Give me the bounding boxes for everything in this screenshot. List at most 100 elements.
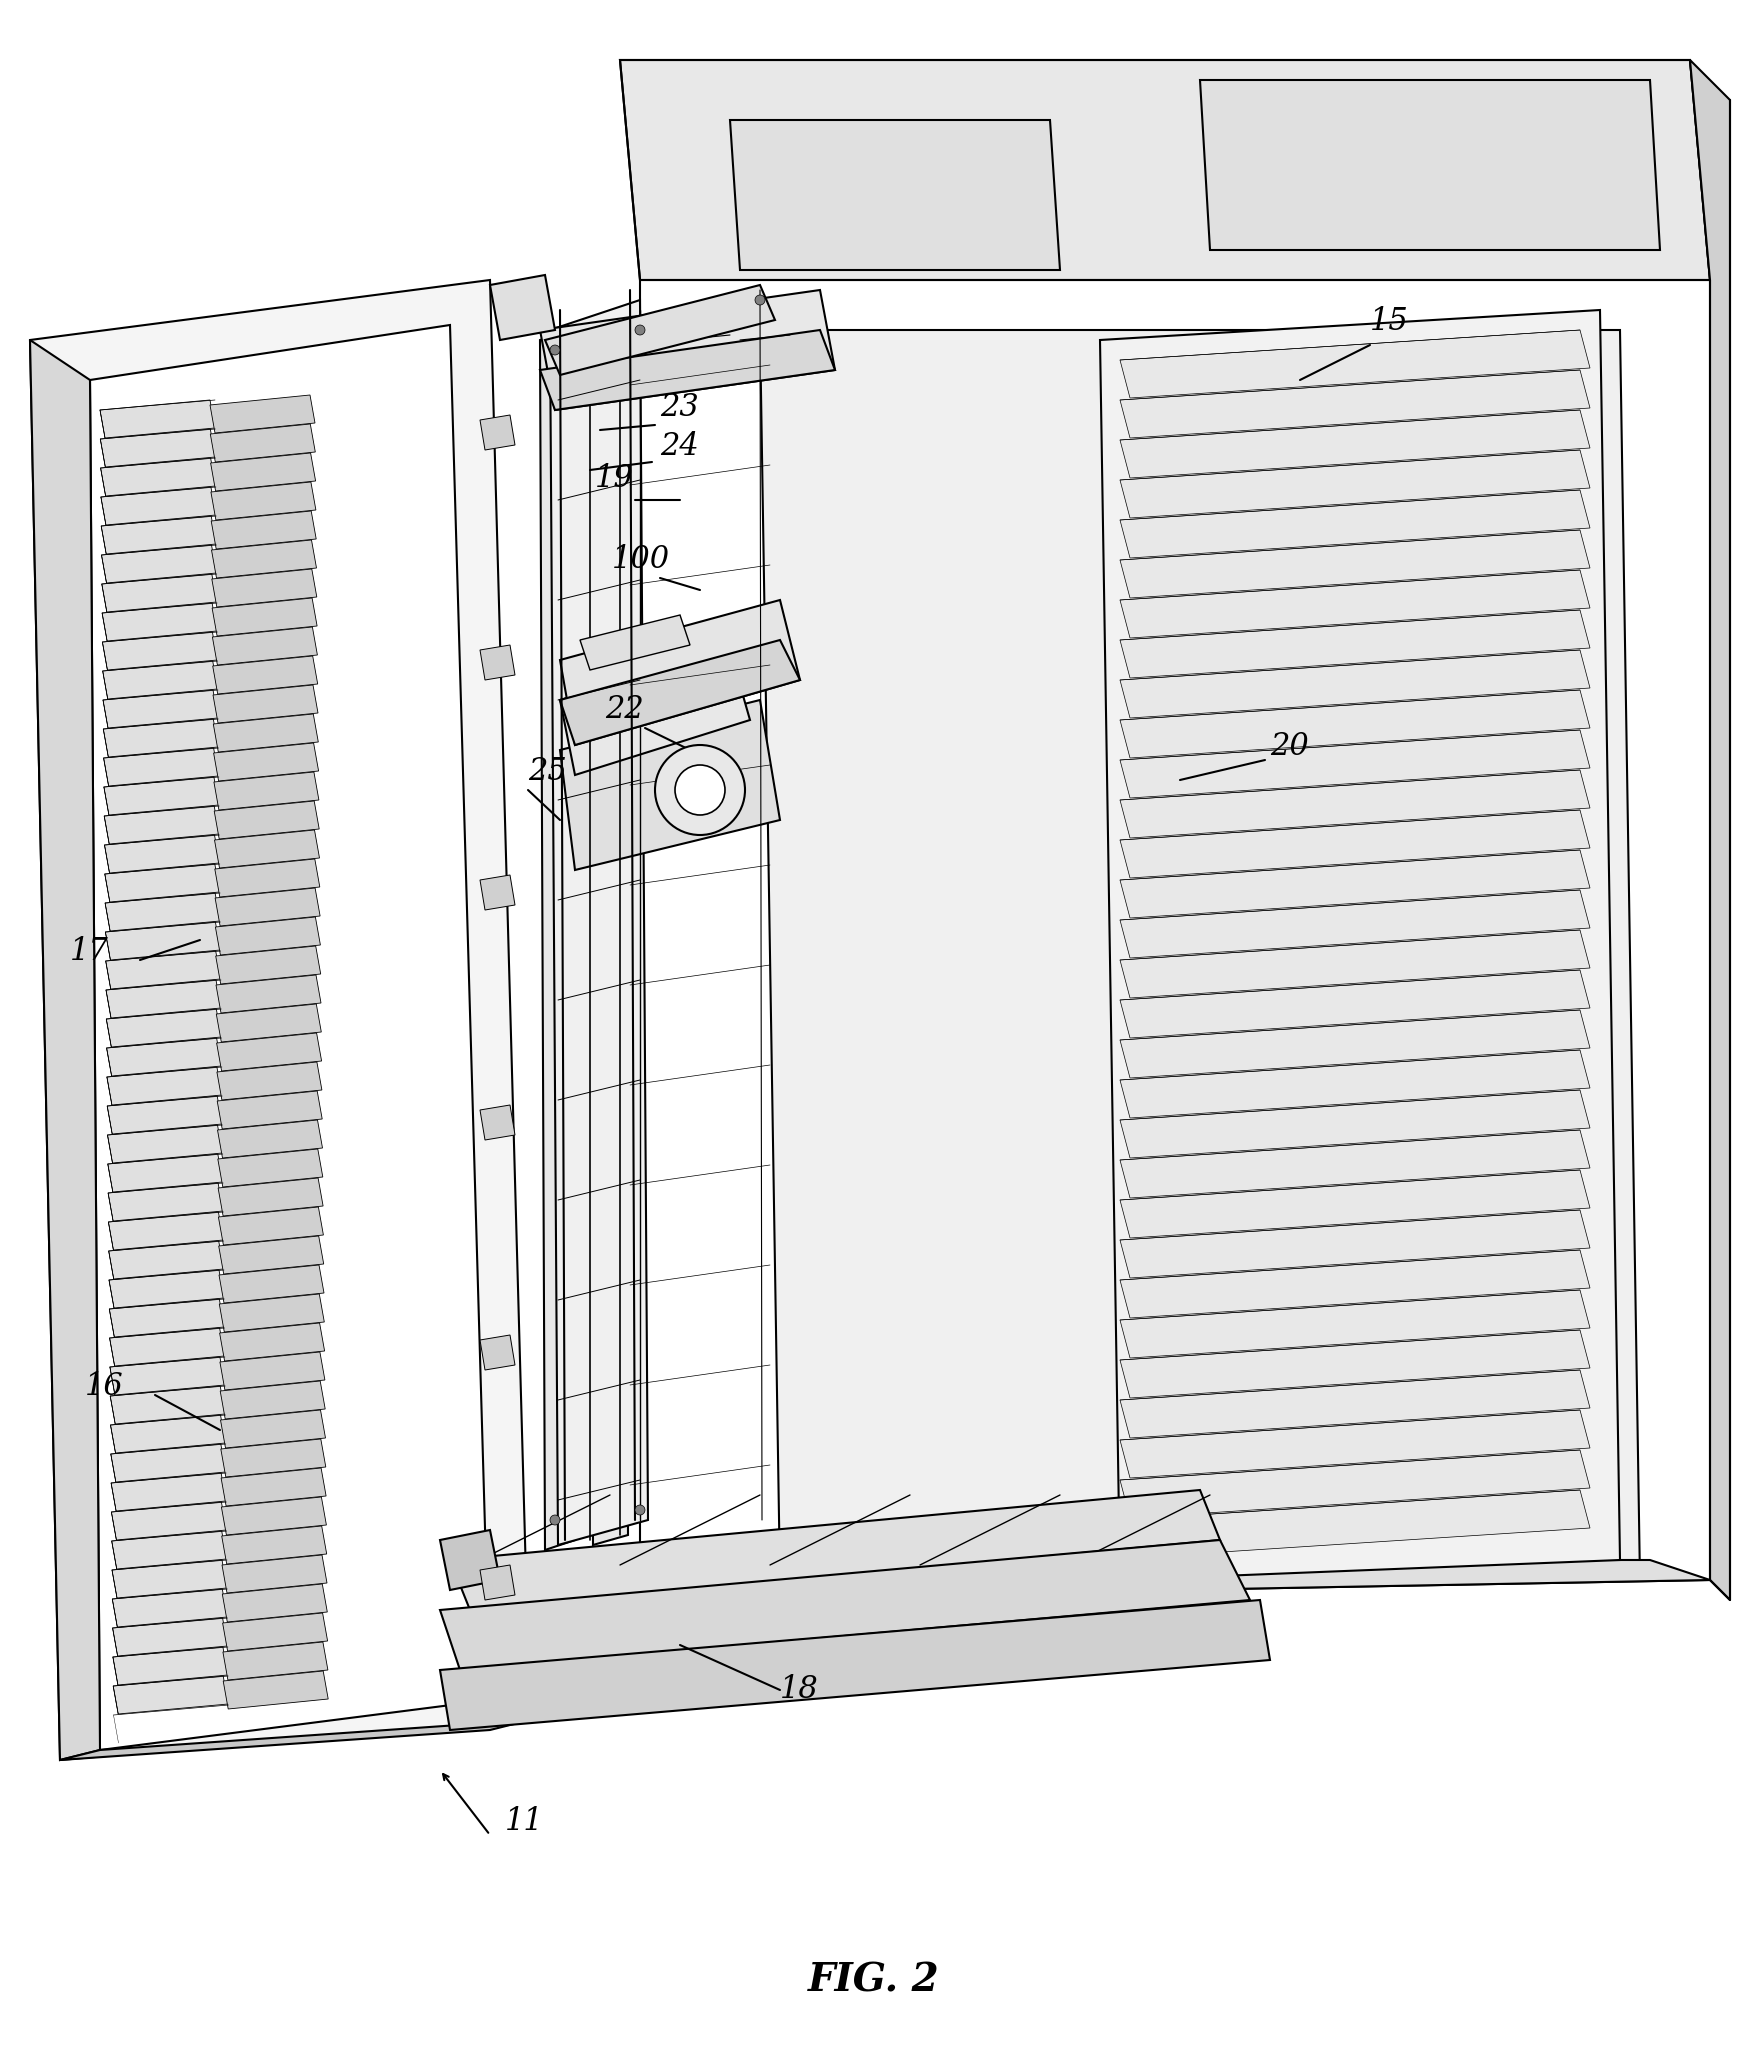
Polygon shape [760, 331, 1640, 1579]
Polygon shape [112, 1589, 227, 1626]
Polygon shape [213, 742, 318, 781]
Polygon shape [215, 888, 320, 925]
Circle shape [654, 744, 745, 835]
Polygon shape [1119, 1051, 1589, 1118]
Polygon shape [101, 545, 217, 584]
Polygon shape [449, 1491, 1220, 1610]
Polygon shape [1119, 1369, 1589, 1437]
Polygon shape [1119, 530, 1589, 598]
Text: 18: 18 [780, 1674, 818, 1704]
Polygon shape [110, 1386, 225, 1425]
Polygon shape [540, 290, 834, 409]
Polygon shape [440, 1540, 1250, 1669]
Polygon shape [89, 325, 489, 1750]
Polygon shape [222, 1554, 327, 1593]
Polygon shape [559, 650, 750, 775]
Polygon shape [222, 1614, 327, 1651]
Polygon shape [210, 424, 315, 463]
Polygon shape [540, 331, 834, 409]
Polygon shape [559, 639, 799, 744]
Polygon shape [1119, 1090, 1589, 1158]
Polygon shape [112, 1532, 227, 1569]
Polygon shape [215, 975, 322, 1014]
Polygon shape [213, 656, 318, 695]
Polygon shape [1119, 611, 1589, 678]
Text: 11: 11 [505, 1805, 544, 1836]
Polygon shape [479, 1104, 514, 1139]
Polygon shape [1119, 1211, 1589, 1279]
Polygon shape [101, 602, 217, 641]
Polygon shape [1199, 80, 1659, 251]
Polygon shape [559, 600, 799, 744]
Polygon shape [1689, 60, 1729, 1600]
Polygon shape [103, 631, 217, 670]
Polygon shape [1119, 1410, 1589, 1478]
Polygon shape [108, 1153, 222, 1192]
Polygon shape [1119, 730, 1589, 798]
Polygon shape [212, 541, 316, 578]
Polygon shape [212, 570, 316, 607]
Polygon shape [212, 481, 316, 520]
Polygon shape [101, 574, 217, 613]
Polygon shape [479, 646, 514, 681]
Polygon shape [217, 1092, 322, 1129]
Polygon shape [218, 1264, 323, 1304]
Circle shape [635, 325, 645, 335]
Polygon shape [110, 1415, 225, 1454]
Text: 19: 19 [594, 463, 633, 493]
Polygon shape [619, 60, 1710, 280]
Polygon shape [1119, 970, 1589, 1038]
Polygon shape [549, 300, 647, 1544]
Polygon shape [1119, 1289, 1589, 1359]
Polygon shape [100, 401, 215, 438]
Polygon shape [479, 415, 514, 450]
Polygon shape [59, 1721, 530, 1760]
Text: 17: 17 [70, 935, 108, 966]
Polygon shape [112, 1472, 225, 1511]
Polygon shape [222, 1643, 327, 1680]
Polygon shape [114, 1647, 227, 1686]
Polygon shape [108, 1271, 224, 1308]
Polygon shape [1119, 570, 1589, 637]
Polygon shape [108, 1242, 224, 1279]
Polygon shape [218, 1178, 323, 1215]
Polygon shape [1119, 929, 1589, 997]
Polygon shape [580, 615, 690, 670]
Polygon shape [222, 1497, 327, 1536]
Polygon shape [545, 286, 774, 374]
Polygon shape [1119, 890, 1589, 958]
Polygon shape [1119, 409, 1589, 477]
Polygon shape [108, 1211, 224, 1250]
Polygon shape [107, 1009, 222, 1047]
Polygon shape [1119, 810, 1589, 878]
Polygon shape [440, 1530, 500, 1589]
Polygon shape [217, 1032, 322, 1071]
Polygon shape [218, 1149, 323, 1186]
Polygon shape [220, 1410, 325, 1447]
Polygon shape [105, 952, 220, 989]
Polygon shape [224, 1672, 329, 1709]
Polygon shape [1119, 1250, 1589, 1318]
Polygon shape [112, 1503, 225, 1540]
Polygon shape [215, 859, 320, 896]
Text: 15: 15 [1369, 306, 1407, 337]
Polygon shape [30, 280, 530, 1760]
Circle shape [635, 1505, 645, 1515]
Text: 23: 23 [659, 393, 699, 424]
Polygon shape [220, 1468, 325, 1505]
Polygon shape [215, 917, 320, 954]
Polygon shape [540, 331, 575, 1550]
Polygon shape [105, 921, 220, 960]
Polygon shape [212, 598, 316, 635]
Polygon shape [1099, 310, 1619, 1579]
Polygon shape [110, 1443, 225, 1482]
Text: 100: 100 [612, 545, 669, 576]
Polygon shape [1119, 1330, 1589, 1398]
Text: FIG. 2: FIG. 2 [808, 1961, 939, 1998]
Polygon shape [1119, 1131, 1589, 1199]
Polygon shape [107, 1038, 222, 1075]
Polygon shape [30, 339, 100, 1760]
Polygon shape [222, 1583, 327, 1622]
Polygon shape [222, 1526, 327, 1565]
Polygon shape [103, 748, 218, 785]
